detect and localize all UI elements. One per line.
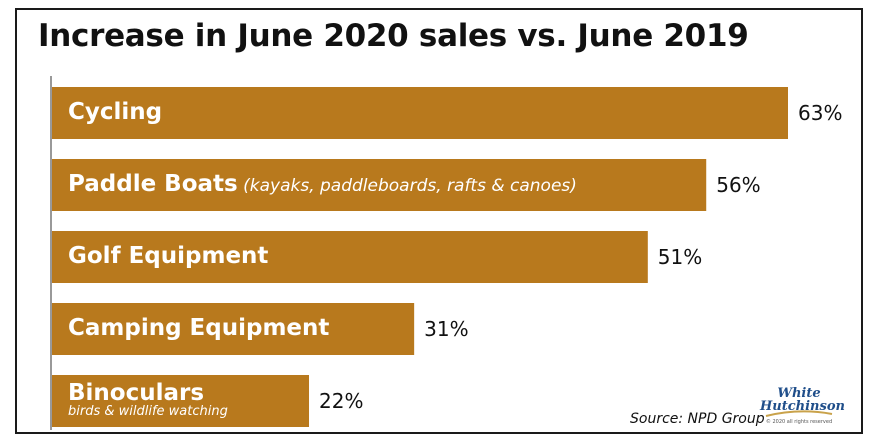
bar-binoculars [52,375,310,427]
white-hutchinson-logo: White Hutchinson © 2020 all rights reser… [760,383,845,427]
category-name: Cycling [68,99,163,125]
category-axis-line [50,76,52,430]
chart-frame [15,8,863,434]
chart-title: Increase in June 2020 sales vs. June 201… [38,18,749,54]
logo-copyright: © 2020 all rights reserved [765,419,833,425]
logo-line2: Hutchinson [760,399,845,414]
value-label: 56% [716,173,761,197]
bar-paddle-boats [52,159,707,211]
category-label: Golf Equipment [68,243,268,269]
logo-line1: White [777,386,821,401]
bar-golf-equipment [52,231,648,283]
logo-swoosh-icon [765,410,833,417]
category-name: Paddle Boats [68,171,238,197]
category-label: Paddle Boats (kayaks, paddleboards, raft… [68,171,577,197]
category-label: Camping Equipment [68,315,329,341]
category-sublabel: birds & wildlife watching [68,404,228,419]
category-name: Binoculars [68,380,205,406]
value-label: 22% [319,389,364,413]
bar-camping-equipment [52,303,415,355]
category-name: Golf Equipment [68,243,269,269]
category-name: Camping Equipment [68,315,330,341]
source-note: Source: NPD Group [630,411,765,427]
category-label: Binoculars birds & wildlife watching [68,380,228,419]
value-label: 51% [657,245,703,269]
bar-cycling [52,87,788,139]
value-label: 63% [798,101,843,125]
category-note: (kayaks, paddleboards, rafts & canoes) [237,176,577,196]
category-label: Cycling [68,99,162,125]
value-label: 31% [424,317,469,341]
